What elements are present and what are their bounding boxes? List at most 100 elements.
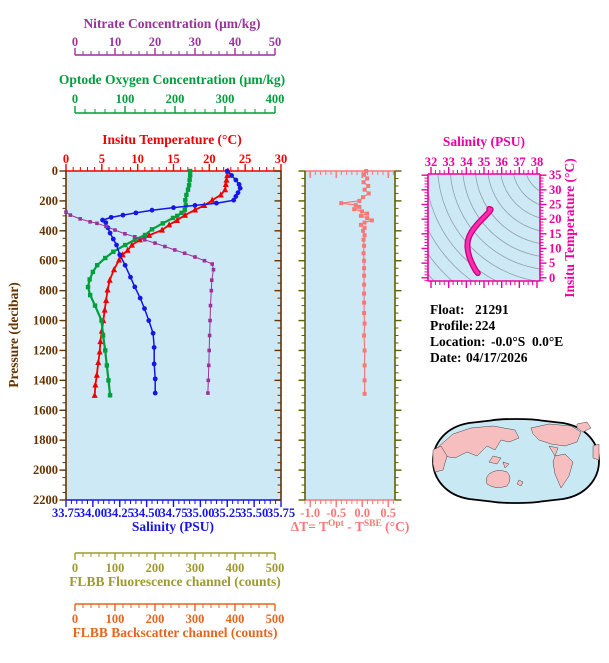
nitrate-tick-label: 20 [149,35,162,49]
oxygen-marker [87,292,93,298]
world-map-group [432,418,600,504]
nitrate-marker [209,278,214,282]
delta-marker [353,203,358,208]
ts-temp-tick-label: 15 [549,227,562,241]
delta-marker [339,201,344,206]
temperature-marker [103,296,110,303]
oxygen-marker [94,263,100,268]
nitrate-marker [163,244,167,249]
nitrate-axis-title: Nitrate Concentration (μm/kg) [83,16,260,31]
delta-marker [362,282,367,287]
backscatter-tick-label: 400 [226,612,245,626]
nitrate-scale-bar: 0 10 20 30 40 50 [72,35,281,56]
pressure-tick-label: 1600 [33,403,58,417]
temperature-marker [128,241,135,248]
salinity-marker [152,376,158,382]
salinity-marker [233,177,239,183]
pressure-tick-label: 0 [52,164,58,178]
map-landmass [576,421,592,433]
salinity-marker [120,212,126,218]
oxygen-marker [160,221,165,226]
delta-bottom-axis: -1.0 -0.5 0.0 0.5 [300,499,396,520]
salinity-marker [128,274,133,280]
delta-panel: -1.0 -0.5 0.0 0.5 [298,169,402,520]
nitrate-marker [153,241,157,245]
delta-left-axis [298,170,306,501]
delta-tick-label: 0.5 [380,506,396,520]
oxygen-marker [90,269,96,275]
float-label: Float: [430,302,465,317]
temperature-marker [96,348,103,355]
salinity-marker [150,330,156,336]
salinity-tick-label: 34.25 [106,506,134,520]
temperature-marker [97,337,104,345]
temperature-marker [116,256,123,263]
ts-temp-tick-label: 5 [549,256,555,270]
salinity-marker [137,295,143,301]
temperature-marker [92,381,99,388]
delta-right-axis [394,170,402,501]
ts-temp-tick-label: 25 [549,197,562,211]
oxygen-marker [183,197,188,203]
salinity-marker [192,202,198,208]
salinity-tick-label: 33.75 [52,506,80,520]
delta-marker [362,291,367,296]
salinity-tick-label: 35.50 [240,506,268,520]
nitrate-marker [113,228,117,232]
fluorescence-tick-label: 200 [146,561,165,575]
oxygen-marker [104,363,110,368]
oxygen-tick-label: 200 [166,92,185,106]
delta-marker [362,391,367,396]
salinity-marker [229,173,234,178]
nitrate-marker [206,363,211,368]
oxygen-marker [183,203,189,208]
salinity-marker [224,168,230,174]
temperature-tick-label: 10 [131,152,144,166]
oxygen-marker [100,333,106,338]
oxygen-profile-curve [85,168,193,398]
ts-salinity-tick-label: 34 [460,155,473,169]
oxygen-axis-title: Optode Oxygen Concentration (μm/kg) [59,72,285,87]
delta-marker [362,220,367,225]
salinity-tick-label: 34.00 [79,506,107,520]
nitrate-marker [193,255,197,259]
delta-marker [362,258,367,263]
salinity-marker [151,345,157,350]
temperature-tick-label: 5 [99,152,105,166]
temperature-marker [174,216,181,223]
pressure-tick-label: 600 [39,254,58,268]
ts-salinity-tick-label: 36 [495,155,508,169]
salinity-profile-curve [100,168,243,396]
delta-marker [364,169,369,173]
salinity-marker [151,361,157,367]
oxygen-marker [186,183,192,188]
delta-marker [361,228,366,233]
delta-marker [357,198,362,203]
oxygen-marker [103,348,108,353]
oxygen-tick-label: 300 [216,92,235,106]
temperature-marker [111,266,118,273]
delta-marker [369,218,374,223]
oxygen-marker [182,207,187,213]
delta-marker [360,209,364,214]
temperature-tick-label: 30 [275,152,288,166]
oxygen-marker [185,187,191,192]
fluorescence-scale-bar: 0 100 200 300 400 500 [72,552,284,575]
delta-marker [362,172,367,177]
oxygen-marker [132,237,137,242]
ts-salinity-tick-label: 37 [513,155,526,169]
backscatter-axis-title: FLBB Backscatter channel (counts) [73,625,278,640]
oxygen-marker [175,213,180,219]
salinity-marker [214,200,219,206]
temperature-marker [124,246,131,253]
salinity-axis: 33.7534.0034.2534.5034.7535.0035.2535.50… [52,499,295,520]
pressure-axis-title: Pressure (decibar) [6,282,21,388]
salinity-marker [103,220,109,225]
delta-marker [361,180,366,185]
oxygen-scale-bar: 0 100 200 300 400 [72,92,284,114]
profile-value: 224 [475,318,496,333]
delta-marker [362,333,367,338]
location-label: Location: [430,334,486,349]
